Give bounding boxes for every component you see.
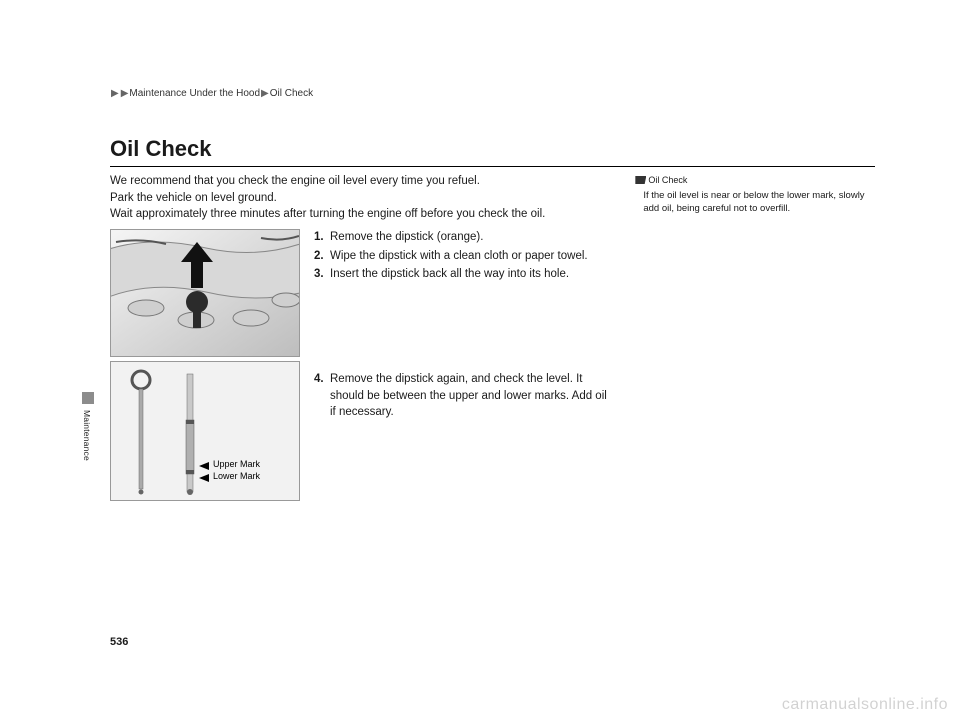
step-text: Insert the dipstick back all the way int… xyxy=(330,266,569,283)
note-title: Oil Check xyxy=(635,175,875,185)
step-text: Remove the dipstick again, and check the… xyxy=(330,371,609,421)
note-icon xyxy=(635,176,646,184)
main-column: We recommend that you check the engine o… xyxy=(110,173,609,501)
step-item: 2. Wipe the dipstick with a clean cloth … xyxy=(314,248,609,265)
breadcrumb-arrow-icon: ▶ xyxy=(111,88,119,99)
side-tab xyxy=(82,392,94,404)
intro-line: Park the vehicle on level ground. xyxy=(110,190,609,207)
step-item: 1. Remove the dipstick (orange). xyxy=(314,229,609,246)
note-title-text: Oil Check xyxy=(648,175,687,185)
engine-figure xyxy=(110,229,300,357)
side-note-column: Oil Check If the oil level is near or be… xyxy=(635,173,875,501)
step-number: 2. xyxy=(314,248,330,265)
step-text: Wipe the dipstick with a clean cloth or … xyxy=(330,248,588,265)
step-number: 3. xyxy=(314,266,330,283)
breadcrumb-arrow-icon: ▶ xyxy=(121,88,129,99)
page-title: Oil Check xyxy=(110,115,875,167)
page-content: ▶▶Maintenance Under the Hood▶Oil Check O… xyxy=(110,88,875,501)
watermark: carmanualsonline.info xyxy=(782,696,948,714)
breadcrumb-arrow-icon: ▶ xyxy=(261,88,269,99)
lower-mark-arrow-icon xyxy=(199,474,209,482)
step-text: Remove the dipstick (orange). xyxy=(330,229,483,246)
intro-line: We recommend that you check the engine o… xyxy=(110,173,609,190)
breadcrumb-seg-1: Maintenance Under the Hood xyxy=(129,88,260,99)
intro-line: Wait approximately three minutes after t… xyxy=(110,206,609,223)
step-item: 3. Insert the dipstick back all the way … xyxy=(314,266,609,283)
steps-list: 1. Remove the dipstick (orange). 2. Wipe… xyxy=(314,229,609,501)
lower-mark-label: Lower Mark xyxy=(213,471,260,481)
step-number: 1. xyxy=(314,229,330,246)
page-number: 536 xyxy=(110,636,128,648)
note-body: If the oil level is near or below the lo… xyxy=(635,189,875,216)
side-section-label: Maintenance xyxy=(82,410,92,461)
intro-text: We recommend that you check the engine o… xyxy=(110,173,609,223)
breadcrumb-seg-2: Oil Check xyxy=(270,88,313,99)
dipstick-figure: Upper Mark Lower Mark xyxy=(110,361,300,501)
upper-mark-label: Upper Mark xyxy=(213,459,260,469)
breadcrumb: ▶▶Maintenance Under the Hood▶Oil Check xyxy=(110,88,875,105)
step-number: 4. xyxy=(314,371,330,421)
step-item: 4. Remove the dipstick again, and check … xyxy=(314,371,609,421)
upper-mark-arrow-icon xyxy=(199,462,209,470)
